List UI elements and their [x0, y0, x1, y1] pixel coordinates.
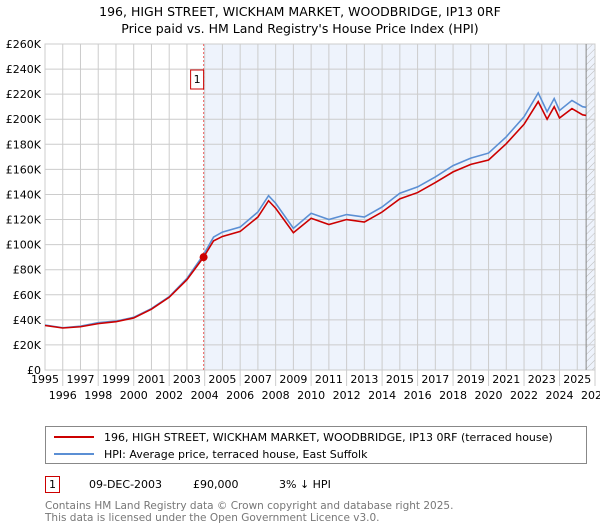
footer-line: Contains HM Land Registry data © Crown c… [45, 500, 454, 512]
y-tick-label: £80K [13, 264, 42, 277]
x-tick-label: 2013 [350, 373, 378, 386]
legend-item-hpi: HPI: Average price, terraced house, East… [54, 446, 367, 462]
x-tick-label: 2026 [581, 389, 600, 402]
y-tick-label: £180K [6, 138, 42, 151]
footer-line: This data is licensed under the Open Gov… [45, 512, 380, 524]
chart-title: 196, HIGH STREET, WICKHAM MARKET, WOODBR… [99, 4, 501, 19]
x-tick-label: 2004 [191, 389, 219, 402]
series-line-property [44, 100, 587, 329]
y-tick-label: £120K [6, 214, 42, 227]
x-tick-label: 2007 [244, 373, 272, 386]
sale-marker-badge: 1 [45, 476, 60, 493]
plot-border [44, 43, 596, 371]
y-tick-label: £240K [6, 63, 42, 76]
x-tick-label: 2012 [333, 389, 361, 402]
x-tick-label: 2021 [492, 373, 520, 386]
x-tick-label: 2008 [262, 389, 290, 402]
x-tick-label: 2022 [510, 389, 538, 402]
y-tick-label: £200K [6, 113, 42, 126]
x-tick-label: 2005 [208, 373, 236, 386]
x-tick-label: 2006 [226, 389, 254, 402]
sale-price: £90,000 [193, 478, 239, 491]
sale-date: 09-DEC-2003 [89, 478, 163, 491]
y-tick-label: £220K [6, 88, 42, 101]
x-tick-label: 2020 [475, 389, 503, 402]
x-tick-label: 1996 [49, 389, 77, 402]
y-tick-label: £260K [6, 38, 42, 51]
y-tick-label: £0 [27, 364, 41, 377]
x-tick-label: 2017 [421, 373, 449, 386]
x-tick-label: 1995 [31, 373, 59, 386]
y-tick-label: £60K [13, 289, 42, 302]
chart-subtitle: Price paid vs. HM Land Registry's House … [121, 21, 479, 36]
y-tick-label: £100K [6, 239, 42, 252]
x-tick-label: 2016 [404, 389, 432, 402]
legend-item-property: 196, HIGH STREET, WICKHAM MARKET, WOODBR… [54, 429, 553, 445]
x-tick-label: 2009 [279, 373, 307, 386]
x-tick-label: 2019 [457, 373, 485, 386]
y-tick-label: £160K [6, 163, 42, 176]
x-tick-label: 2003 [173, 373, 201, 386]
sale-hpi-diff: 3% ↓ HPI [279, 478, 331, 491]
footer: Contains HM Land Registry data © Crown c… [45, 500, 453, 524]
x-tick-label: 2024 [546, 389, 574, 402]
y-tick-label: £20K [13, 339, 42, 352]
x-tick-label: 2018 [439, 389, 467, 402]
x-tick-label: 2001 [137, 373, 165, 386]
x-tick-label: 2025 [563, 373, 591, 386]
red-line-swatch [54, 436, 94, 438]
x-tick-label: 2015 [386, 373, 414, 386]
blue-line-swatch [54, 453, 94, 455]
sale-shaded-region [203, 44, 595, 370]
y-tick-label: £40K [13, 314, 42, 327]
annotation-label: 1 [194, 73, 201, 86]
future-hatched-region [586, 44, 595, 370]
x-tick-label: 1999 [102, 373, 130, 386]
x-tick-label: 1997 [66, 373, 94, 386]
annotation-box [190, 69, 205, 90]
x-tick-label: 2011 [315, 373, 343, 386]
x-tick-label: 2014 [368, 389, 396, 402]
x-tick-label: 2010 [297, 389, 325, 402]
sale-point [199, 253, 208, 262]
legend-label: 196, HIGH STREET, WICKHAM MARKET, WOODBR… [104, 430, 553, 444]
plot-area: £0 £20K £40K £60K £80K £100K £120K £140K £160K £1… [6, 38, 600, 402]
legend-label: HPI: Average price, terraced house, East… [104, 447, 368, 461]
x-tick-label: 2023 [528, 373, 556, 386]
y-tick-label: £140K [6, 188, 42, 201]
legend: 196, HIGH STREET, WICKHAM MARKET, WOODBR… [45, 426, 587, 464]
x-tick-label: 1998 [84, 389, 112, 402]
x-tick-label: 2002 [155, 389, 183, 402]
x-tick-label: 2000 [120, 389, 148, 402]
